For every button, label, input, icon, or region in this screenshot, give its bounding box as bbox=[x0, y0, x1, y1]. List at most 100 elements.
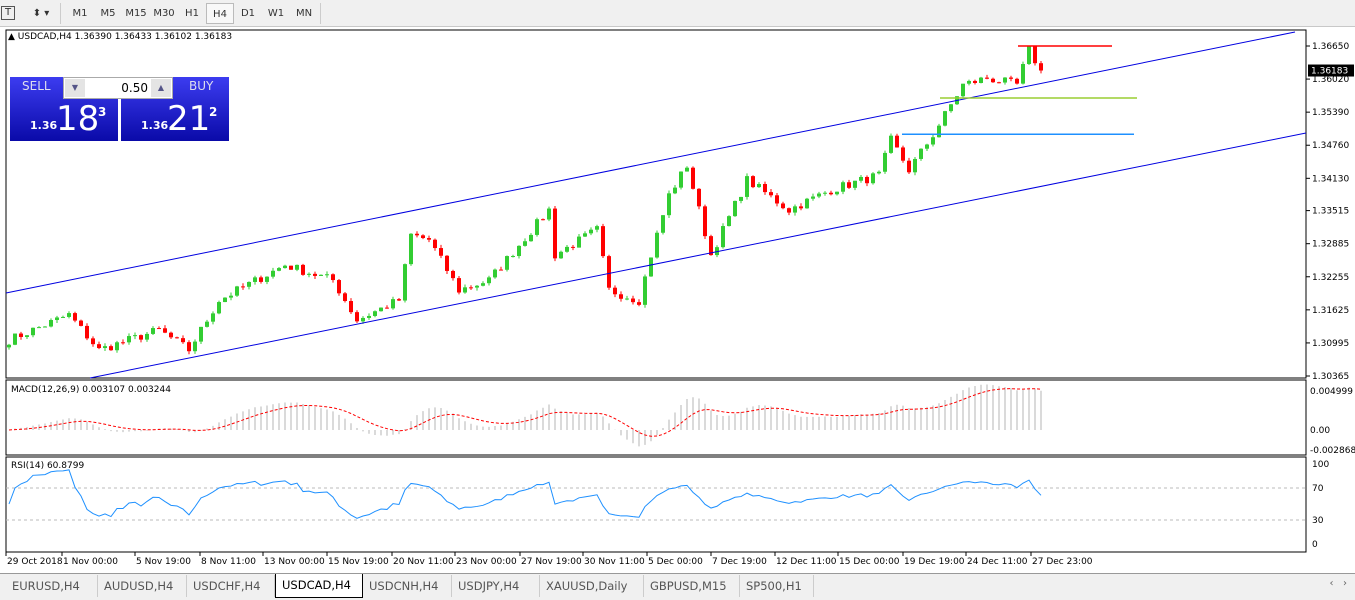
candle-body bbox=[415, 233, 419, 236]
timeframe-m1[interactable]: M1 bbox=[72, 8, 88, 19]
sell-label: SELL bbox=[22, 79, 51, 93]
tab-xauusd-daily[interactable]: XAUUSD,Daily bbox=[540, 575, 644, 597]
rsi-tick-label: 100 bbox=[1312, 460, 1329, 470]
candle-body bbox=[787, 208, 791, 213]
chart-canvas[interactable]: 1.36650 1.36020 1.35390 1.34760 1.34130 1.335… bbox=[0, 27, 1355, 573]
toolbar: T ⬍ ▾ M1 M5 M15 M30 H1 H4 D1 W1 MN bbox=[0, 0, 1355, 27]
candle-body bbox=[793, 206, 797, 213]
candle-body bbox=[169, 332, 173, 338]
tab-usdcad-h4[interactable]: USDCAD,H4 bbox=[275, 574, 363, 598]
tab-scroll-arrows-icon[interactable]: ‹ › bbox=[1329, 578, 1347, 589]
candle-body bbox=[139, 335, 143, 340]
candle-body bbox=[439, 248, 443, 256]
candle-body bbox=[997, 82, 1001, 84]
candle-body bbox=[163, 328, 167, 333]
timeframe-w1[interactable]: W1 bbox=[267, 8, 285, 19]
candle-body bbox=[403, 264, 407, 301]
time-label: 1 Nov 00:00 bbox=[63, 557, 118, 567]
time-label: 27 Nov 19:00 bbox=[521, 557, 582, 567]
tab-usdjpy-h4[interactable]: USDJPY,H4 bbox=[452, 575, 540, 597]
text-tool-icon[interactable]: T bbox=[1, 6, 15, 20]
candle-body bbox=[493, 269, 497, 278]
candle-body bbox=[973, 80, 977, 84]
candle-body bbox=[481, 283, 485, 286]
current-price-label: 1.36183 bbox=[1311, 67, 1348, 77]
candle-body bbox=[313, 273, 317, 276]
candle-body bbox=[151, 328, 155, 334]
tab-eurusd-h4[interactable]: EURUSD,H4 bbox=[6, 575, 98, 597]
tab-usdcnh-h4[interactable]: USDCNH,H4 bbox=[363, 575, 452, 597]
symbol-quote: USDCAD,H4 1.36390 1.36433 1.36102 1.3618… bbox=[17, 32, 233, 42]
candle-body bbox=[829, 192, 833, 195]
candle-body bbox=[373, 311, 377, 316]
rsi-tick-label: 70 bbox=[1312, 484, 1324, 494]
candle-body bbox=[913, 158, 917, 173]
lot-increase-icon[interactable]: ▲ bbox=[151, 79, 171, 97]
candle-body bbox=[859, 176, 863, 181]
time-label: 7 Dec 19:00 bbox=[712, 557, 767, 567]
candle-body bbox=[19, 333, 23, 337]
channel-lower-line bbox=[89, 132, 1307, 379]
candle-body bbox=[505, 256, 509, 270]
timeframe-m30[interactable]: M30 bbox=[153, 8, 175, 19]
sell-pip: 3 bbox=[98, 105, 107, 119]
sell-prefix: 1.36 bbox=[30, 119, 58, 132]
candle-body bbox=[499, 269, 503, 271]
candle-body bbox=[193, 341, 197, 352]
candle-body bbox=[841, 182, 845, 192]
price-tick-label: 1.32255 bbox=[1312, 273, 1349, 283]
lot-decrease-icon[interactable]: ▼ bbox=[65, 79, 85, 97]
chart-window[interactable]: 1.36650 1.36020 1.35390 1.34760 1.34130 1.335… bbox=[0, 27, 1355, 573]
candle-body bbox=[427, 238, 431, 240]
candle-body bbox=[487, 277, 491, 284]
candle-body bbox=[697, 188, 701, 207]
candle-body bbox=[925, 144, 929, 149]
candle-body bbox=[127, 336, 131, 343]
buy-prefix: 1.36 bbox=[141, 119, 169, 132]
candle-body bbox=[517, 245, 521, 257]
candle-body bbox=[889, 135, 893, 153]
candle-body bbox=[937, 125, 941, 138]
timeframe-m5[interactable]: M5 bbox=[100, 8, 116, 19]
candle-body bbox=[67, 313, 71, 317]
candle-body bbox=[319, 274, 323, 276]
timeframe-h1[interactable]: H1 bbox=[185, 8, 199, 19]
candle-body bbox=[103, 346, 107, 349]
candle-body bbox=[289, 265, 293, 270]
tab-usdchf-h4[interactable]: USDCHF,H4 bbox=[187, 575, 275, 597]
candle-body bbox=[919, 148, 923, 159]
candle-body bbox=[241, 286, 245, 288]
candle-body bbox=[43, 326, 47, 328]
lot-value[interactable]: 0.50 bbox=[121, 81, 148, 95]
candle-body bbox=[757, 184, 761, 188]
candle-body bbox=[691, 167, 695, 189]
tab-sp500-h1[interactable]: SP500,H1 bbox=[740, 575, 814, 597]
candle-body bbox=[451, 270, 455, 279]
candle-body bbox=[1009, 77, 1013, 79]
candle-body bbox=[535, 219, 539, 235]
candle-body bbox=[253, 277, 257, 282]
candle-body bbox=[733, 200, 737, 217]
time-label: 12 Dec 11:00 bbox=[776, 557, 837, 567]
timeframe-m15[interactable]: M15 bbox=[125, 8, 147, 19]
timeframe-d1[interactable]: D1 bbox=[240, 8, 256, 19]
timeframe-mn[interactable]: MN bbox=[295, 8, 313, 19]
candle-body bbox=[763, 184, 767, 193]
candle-body bbox=[13, 333, 17, 345]
candle-body bbox=[871, 173, 875, 184]
candle-body bbox=[565, 246, 569, 252]
candle-body bbox=[361, 317, 365, 322]
drawing-tools-icon[interactable]: ⬍ ▾ bbox=[32, 8, 50, 19]
sell-price: 18 bbox=[56, 99, 100, 139]
candle-body bbox=[49, 320, 53, 327]
candle-body bbox=[343, 293, 347, 302]
tab-gbpusd-m15[interactable]: GBPUSD,M15 bbox=[644, 575, 740, 597]
time-label: 30 Nov 11:00 bbox=[584, 557, 645, 567]
buy-label: BUY bbox=[189, 79, 214, 93]
timeframe-h4[interactable]: H4 bbox=[206, 3, 234, 24]
tab-audusd-h4[interactable]: AUDUSD,H4 bbox=[98, 575, 187, 597]
lot-size-input[interactable]: ▼ 0.50 ▲ bbox=[63, 77, 173, 99]
candle-body bbox=[625, 298, 629, 300]
buy-price: 21 bbox=[167, 99, 211, 139]
macd-histogram bbox=[14, 384, 1042, 447]
